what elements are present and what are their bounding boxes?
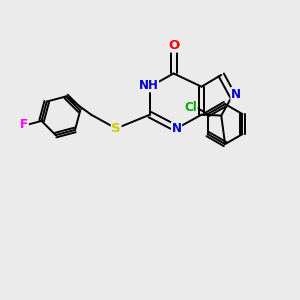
Text: N: N [231, 88, 241, 100]
Text: O: O [168, 39, 179, 52]
Text: NH: NH [139, 79, 158, 92]
Text: Cl: Cl [184, 101, 197, 114]
Text: S: S [111, 122, 121, 135]
Text: N: N [172, 122, 182, 135]
Text: F: F [20, 118, 28, 131]
